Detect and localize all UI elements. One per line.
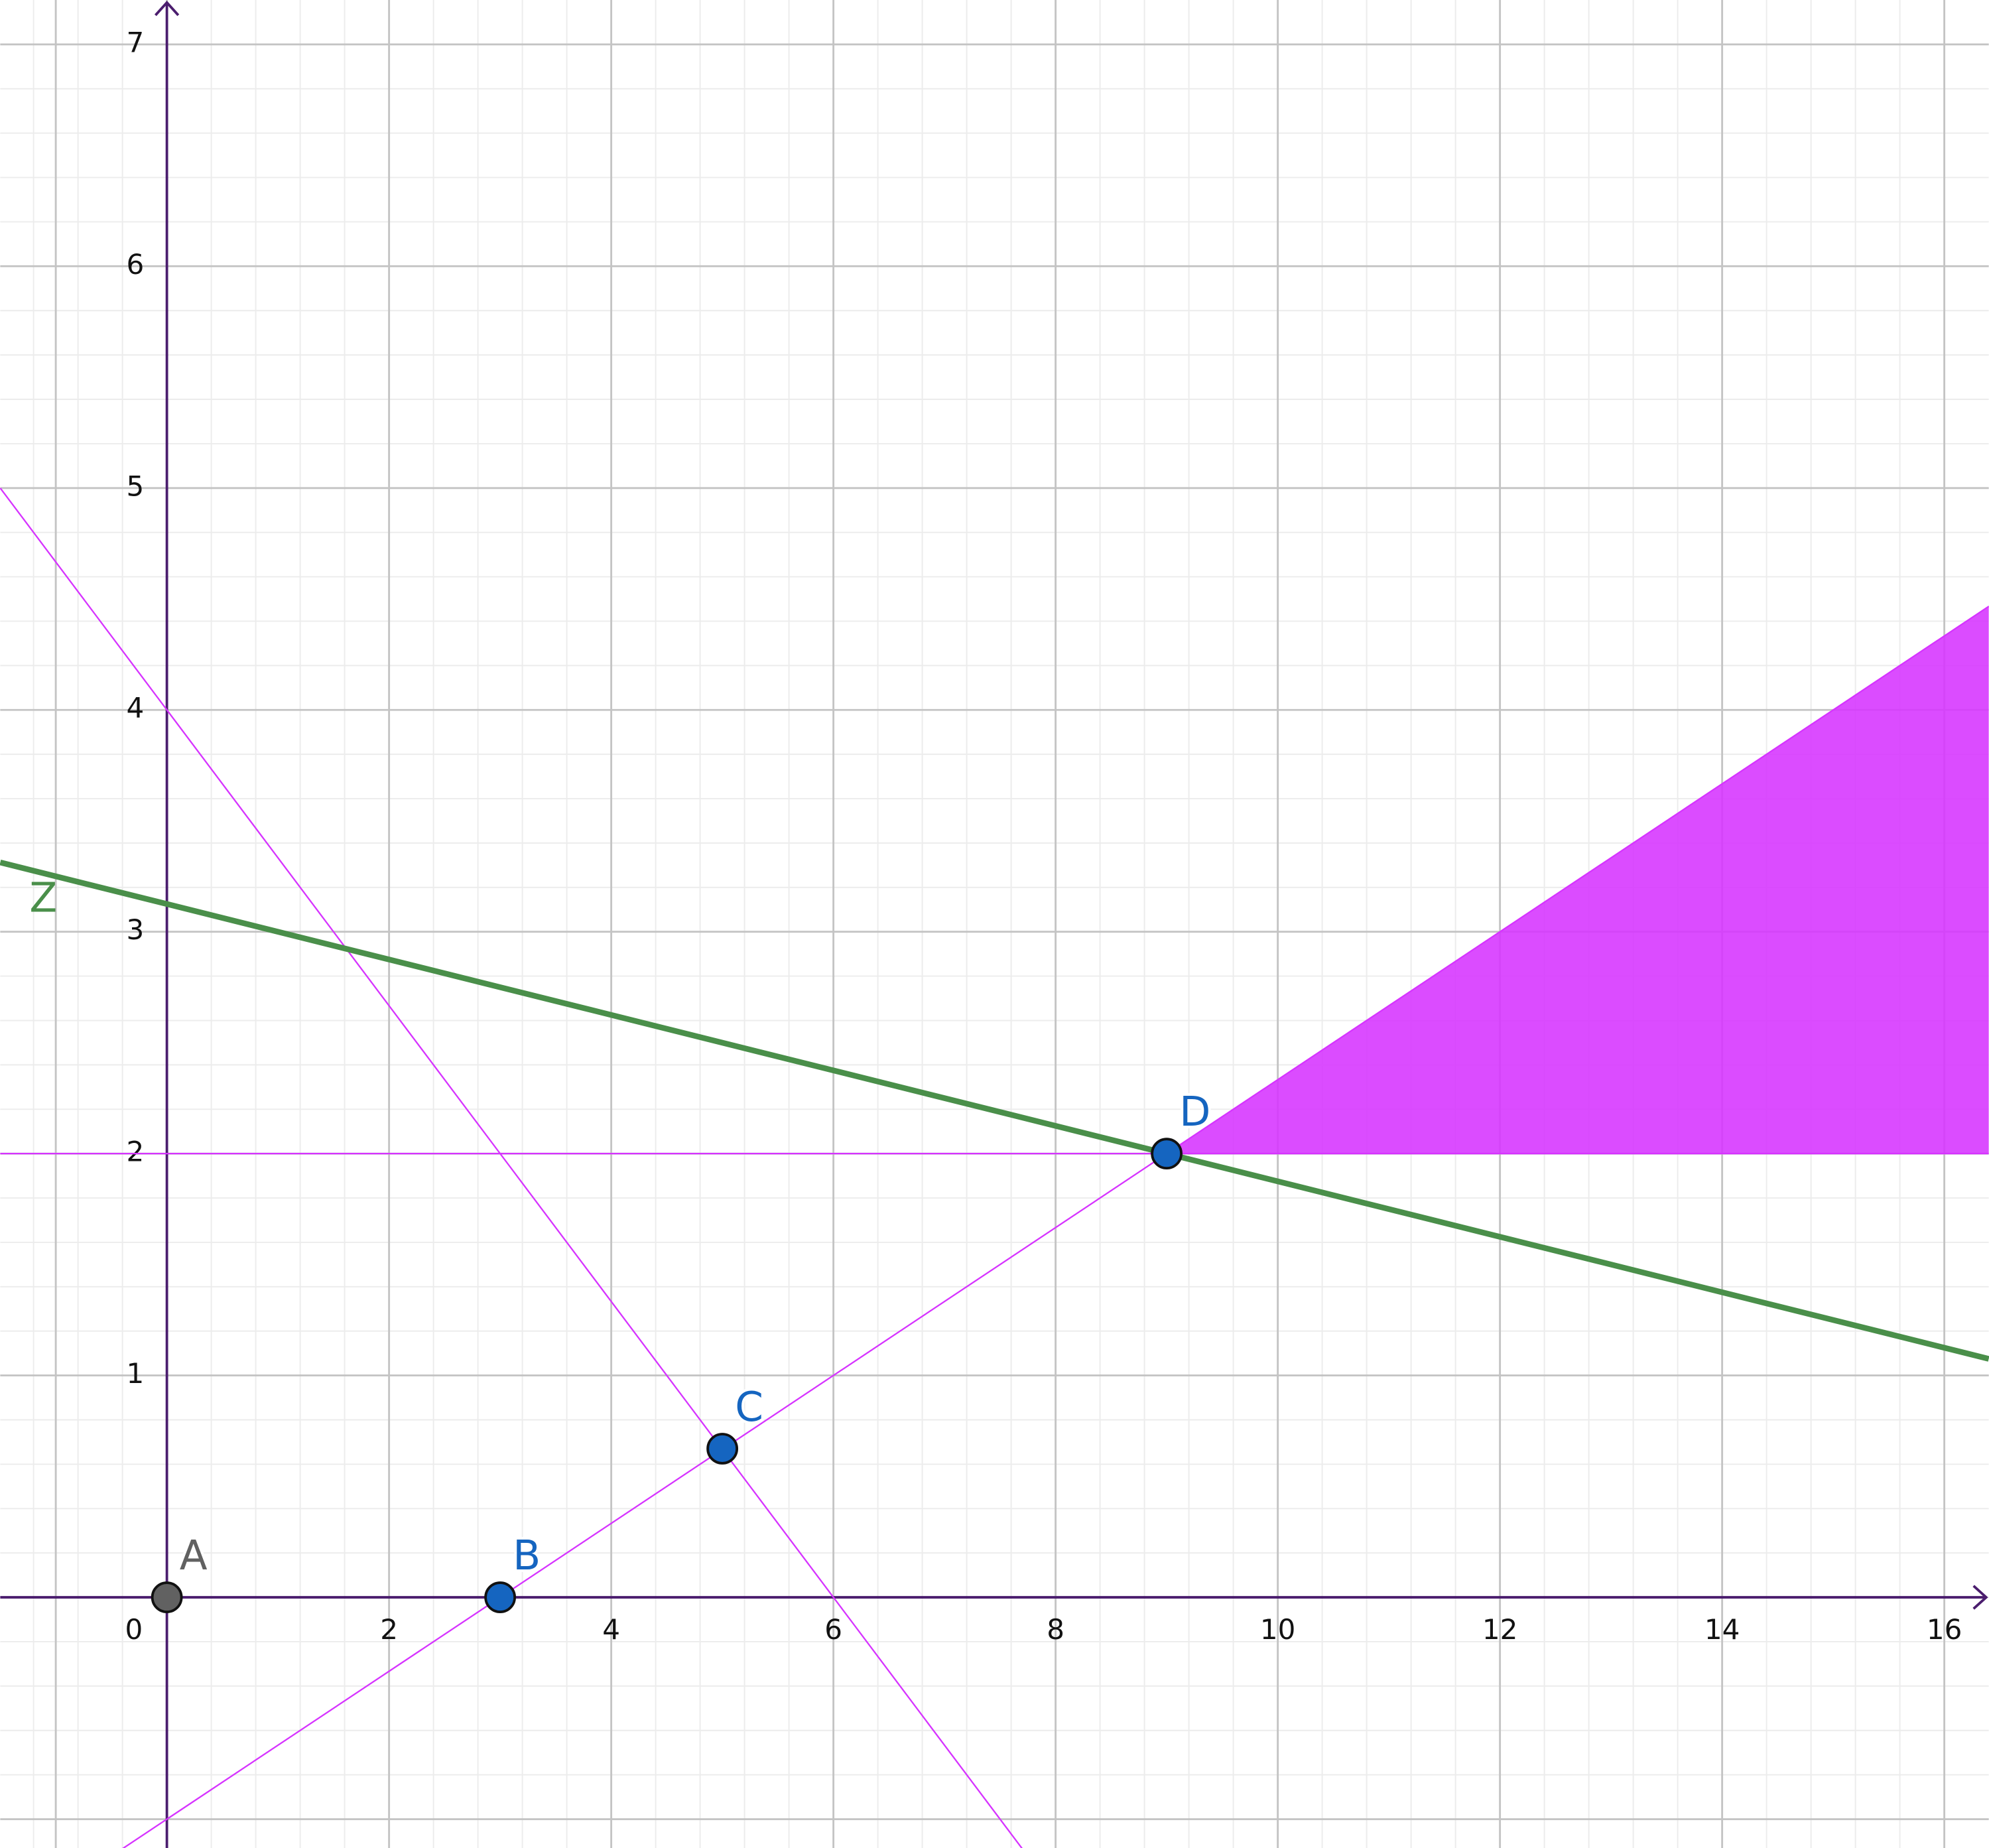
point-label: D [1179,1089,1210,1136]
point [1151,1138,1183,1170]
x-tick-label: 10 [1260,1613,1296,1646]
y-tick-label: 5 [126,470,144,502]
x-tick-label: 12 [1482,1613,1518,1646]
line [0,860,1989,1362]
point [151,1581,183,1613]
y-tick-label: 2 [126,1136,144,1168]
x-tick-label: 8 [1047,1613,1064,1646]
x-tick-label: 0 [125,1613,143,1646]
y-tick-label: 6 [126,248,144,281]
x-tick-label: 14 [1704,1613,1740,1646]
y-tick-label: 3 [126,913,144,946]
x-tick-label: 2 [380,1613,398,1646]
point-label: B [513,1532,541,1579]
y-tick-label: 4 [126,692,144,724]
y-tick-label: 7 [126,26,144,58]
point-label: C [735,1384,763,1431]
point [706,1433,739,1465]
y-axis-arrow [154,0,180,17]
line [0,488,1023,1848]
line [122,606,1989,1848]
x-tick-label: 16 [1927,1613,1962,1646]
point-label: A [180,1532,208,1579]
point [484,1581,517,1613]
x-tick-label: 6 [824,1613,842,1646]
x-axis-arrow [1972,1585,1988,1610]
line-label: Z [29,874,57,921]
y-tick-label: 1 [126,1357,144,1390]
x-tick-label: 4 [602,1613,620,1646]
